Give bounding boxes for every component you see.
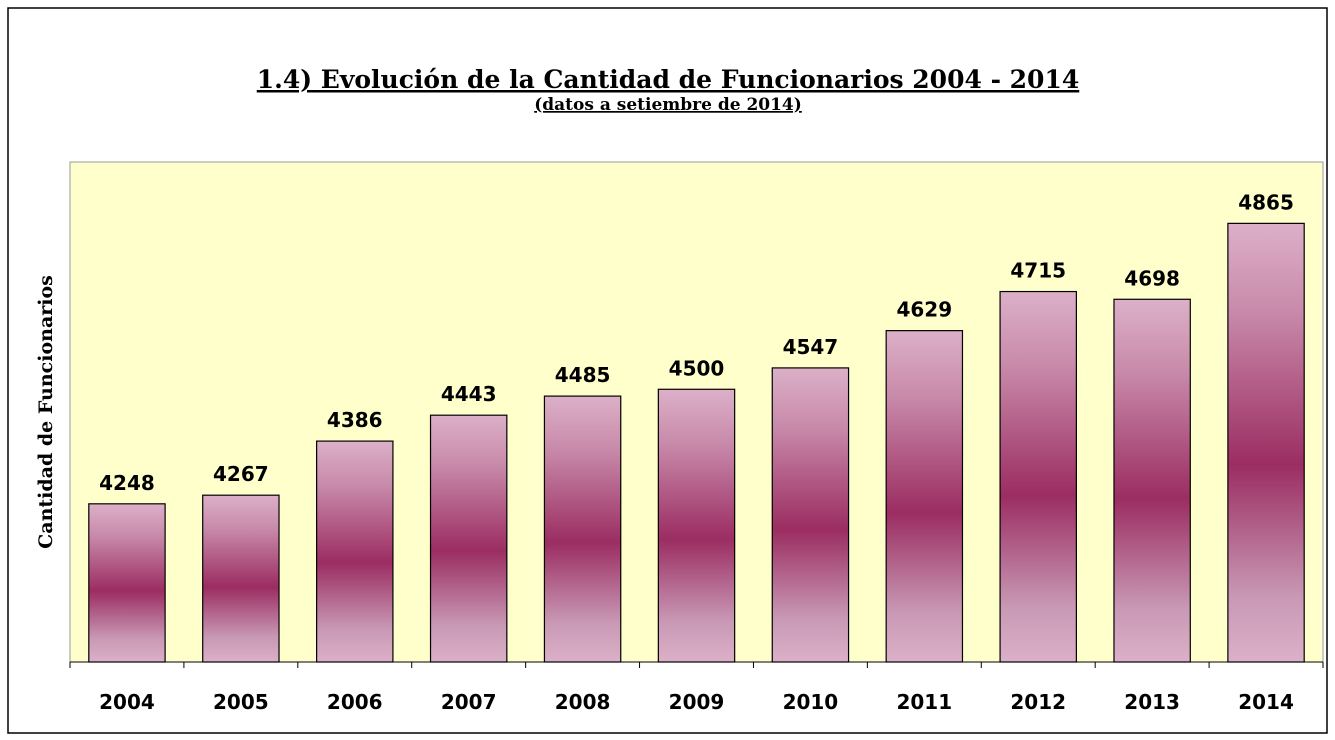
bar bbox=[1113, 298, 1191, 663]
bar bbox=[316, 440, 394, 663]
x-tick-label: 2013 bbox=[1124, 690, 1180, 714]
data-label: 4386 bbox=[327, 408, 383, 432]
bar bbox=[429, 414, 508, 663]
bar bbox=[543, 395, 622, 663]
x-tick-label: 2010 bbox=[783, 690, 839, 714]
x-tick-label: 2014 bbox=[1238, 690, 1294, 714]
bar bbox=[202, 494, 280, 663]
bar bbox=[885, 330, 964, 663]
bar bbox=[999, 290, 1077, 663]
x-tick-label: 2006 bbox=[327, 690, 383, 714]
y-axis-label: Cantidad de Funcionarios bbox=[35, 275, 57, 549]
bar bbox=[771, 367, 850, 663]
data-label: 4865 bbox=[1238, 190, 1294, 214]
data-label: 4267 bbox=[213, 462, 269, 486]
x-tick-label: 2004 bbox=[99, 690, 155, 714]
chart-title: 1.4) Evolución de la Cantidad de Funcion… bbox=[257, 65, 1080, 94]
x-tick-label: 2009 bbox=[669, 690, 725, 714]
data-label: 4485 bbox=[555, 363, 611, 387]
data-label: 4500 bbox=[669, 356, 725, 380]
bar bbox=[88, 503, 166, 663]
data-label: 4715 bbox=[1010, 259, 1066, 283]
bar bbox=[657, 388, 736, 663]
chart-subtitle: (datos a setiembre de 2014) bbox=[534, 95, 802, 115]
x-tick-label: 2007 bbox=[441, 690, 497, 714]
data-label: 4629 bbox=[896, 298, 952, 322]
data-label: 4547 bbox=[783, 335, 839, 359]
x-tick-label: 2012 bbox=[1010, 690, 1066, 714]
x-tick-label: 2008 bbox=[555, 690, 611, 714]
x-tick-label: 2005 bbox=[213, 690, 269, 714]
data-label: 4248 bbox=[99, 471, 155, 495]
data-label: 4443 bbox=[441, 382, 497, 406]
data-label: 4698 bbox=[1124, 266, 1180, 290]
x-tick-label: 2011 bbox=[896, 690, 952, 714]
bar bbox=[1227, 222, 1305, 663]
